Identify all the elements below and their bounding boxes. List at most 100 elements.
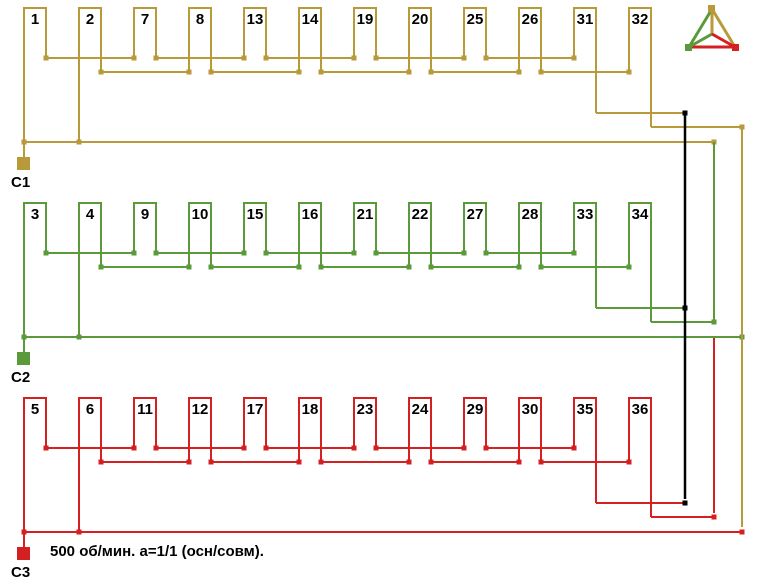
wire (188, 7, 212, 72)
slot-label: 4 (86, 206, 95, 223)
wire (23, 7, 47, 142)
junction (406, 69, 412, 75)
slot-label: 14 (302, 11, 319, 28)
junction (296, 69, 302, 75)
slot-label: 7 (141, 11, 149, 28)
wire (78, 7, 102, 142)
junction (263, 55, 269, 61)
wire (518, 7, 542, 72)
wire (518, 397, 542, 462)
junction (43, 445, 49, 451)
triangle-icon (685, 5, 739, 51)
junction (428, 459, 434, 465)
slot-label: 25 (467, 11, 484, 28)
junction (43, 55, 49, 61)
junction (373, 55, 379, 61)
wire (353, 397, 377, 448)
junction (131, 55, 137, 61)
junction (296, 264, 302, 270)
wire (628, 397, 652, 517)
slot-label: 26 (522, 11, 539, 28)
junction (516, 69, 522, 75)
junction (318, 264, 324, 270)
slot-label: 11 (137, 401, 153, 418)
slot-label: 20 (412, 11, 429, 28)
slot-label: 6 (86, 401, 94, 418)
junction (711, 319, 717, 325)
wire (628, 202, 652, 322)
slot-label: 2 (86, 11, 94, 28)
wire (243, 397, 267, 448)
terminal-label: C1 (11, 174, 30, 191)
slot-label: 8 (196, 11, 204, 28)
slot-label: 22 (412, 206, 429, 223)
junction (516, 264, 522, 270)
wire (463, 397, 487, 448)
wire (353, 7, 377, 58)
wire (243, 7, 267, 58)
wire (573, 202, 597, 308)
junction (406, 459, 412, 465)
junction (98, 264, 104, 270)
junction (241, 250, 247, 256)
wire (133, 202, 157, 253)
junction (483, 445, 489, 451)
slot-label: 27 (467, 206, 484, 223)
junction (43, 250, 49, 256)
terminal-label: C2 (11, 369, 30, 386)
slot-label: 34 (632, 206, 649, 223)
junction (263, 445, 269, 451)
junction (318, 459, 324, 465)
junction (571, 55, 577, 61)
junction (351, 250, 357, 256)
junction (208, 459, 214, 465)
junction (186, 459, 192, 465)
slot-label: 5 (31, 401, 39, 418)
slot-label: 9 (141, 206, 149, 223)
junction (208, 264, 214, 270)
wire (298, 202, 322, 267)
junction (153, 55, 159, 61)
junction (626, 459, 632, 465)
junction (76, 529, 82, 535)
junction (153, 445, 159, 451)
junction (571, 445, 577, 451)
caption: 500 об/мин. a=1/1 (осн/совм). (50, 543, 264, 560)
junction (76, 334, 82, 340)
junction (516, 459, 522, 465)
wire (78, 397, 102, 532)
junction (76, 139, 82, 145)
junction (373, 445, 379, 451)
slot-label: 30 (522, 401, 539, 418)
wire (23, 397, 47, 532)
slot-label: 32 (632, 11, 649, 28)
slot-label: 12 (192, 401, 209, 418)
junction (351, 445, 357, 451)
junction (351, 55, 357, 61)
wire (408, 7, 432, 72)
slot-label: 28 (522, 206, 539, 223)
slot-label: 21 (357, 206, 374, 223)
wire (78, 202, 102, 337)
junction (538, 459, 544, 465)
terminal-label: C3 (11, 564, 30, 580)
wire (408, 202, 432, 267)
wire (408, 397, 432, 462)
junction (461, 250, 467, 256)
slot-label: 29 (467, 401, 484, 418)
junction (296, 459, 302, 465)
junction (208, 69, 214, 75)
junction (626, 69, 632, 75)
wire (463, 7, 487, 58)
junction (538, 69, 544, 75)
junction (626, 264, 632, 270)
slot-label: 10 (192, 206, 209, 223)
junction (483, 250, 489, 256)
junction (739, 529, 745, 535)
junction (186, 264, 192, 270)
slot-label: 36 (632, 401, 649, 418)
junction (131, 250, 137, 256)
junction (373, 250, 379, 256)
slot-label: 15 (247, 206, 264, 223)
junction (461, 445, 467, 451)
